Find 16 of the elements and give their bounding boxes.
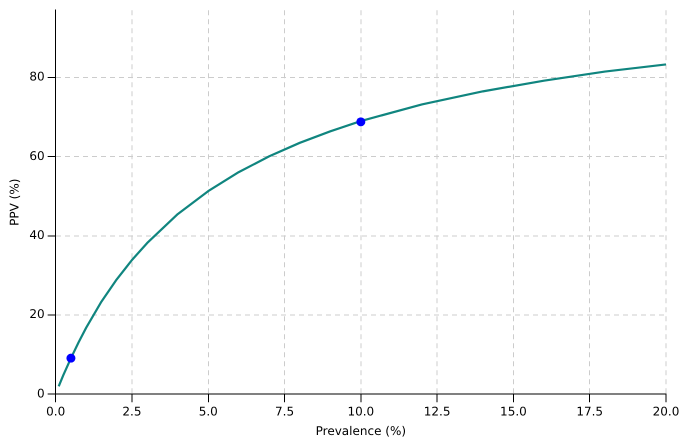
y-tick-label: 80: [29, 70, 45, 84]
x-tick-label: 20.0: [652, 404, 680, 419]
y-axis-title: PPV (%): [7, 178, 22, 226]
x-tick-label: 7.5: [274, 404, 294, 419]
x-tick-label: 17.5: [576, 404, 604, 419]
y-tick-label: 40: [29, 228, 45, 242]
x-tick-label: 12.5: [424, 404, 450, 419]
x-tick-label: 15.0: [500, 404, 527, 419]
x-axis-title: Prevalence (%): [316, 424, 406, 438]
y-tick-label: 0: [37, 386, 45, 400]
x-tick-label: 0.0: [46, 404, 66, 419]
x-tick-label: 10.0: [347, 404, 374, 419]
y-tick-label: 20: [29, 307, 45, 322]
y-tick-label: 60: [29, 148, 45, 163]
x-tick-label: 2.5: [122, 404, 142, 419]
x-tick-label: 5.0: [198, 404, 218, 419]
